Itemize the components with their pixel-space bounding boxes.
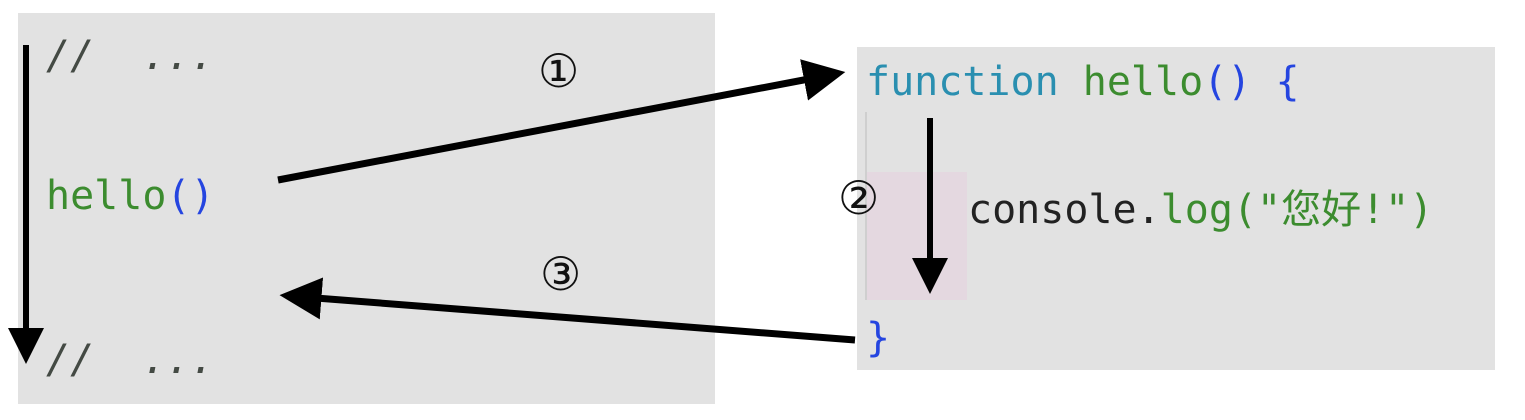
step-3-label: ③	[540, 251, 581, 297]
return-arrow	[290, 296, 855, 340]
step-2-label: ②	[838, 175, 879, 221]
step-1-label: ①	[538, 48, 579, 94]
